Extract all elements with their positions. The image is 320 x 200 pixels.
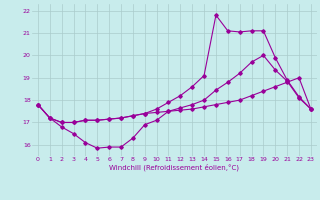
X-axis label: Windchill (Refroidissement éolien,°C): Windchill (Refroidissement éolien,°C) (109, 164, 239, 171)
